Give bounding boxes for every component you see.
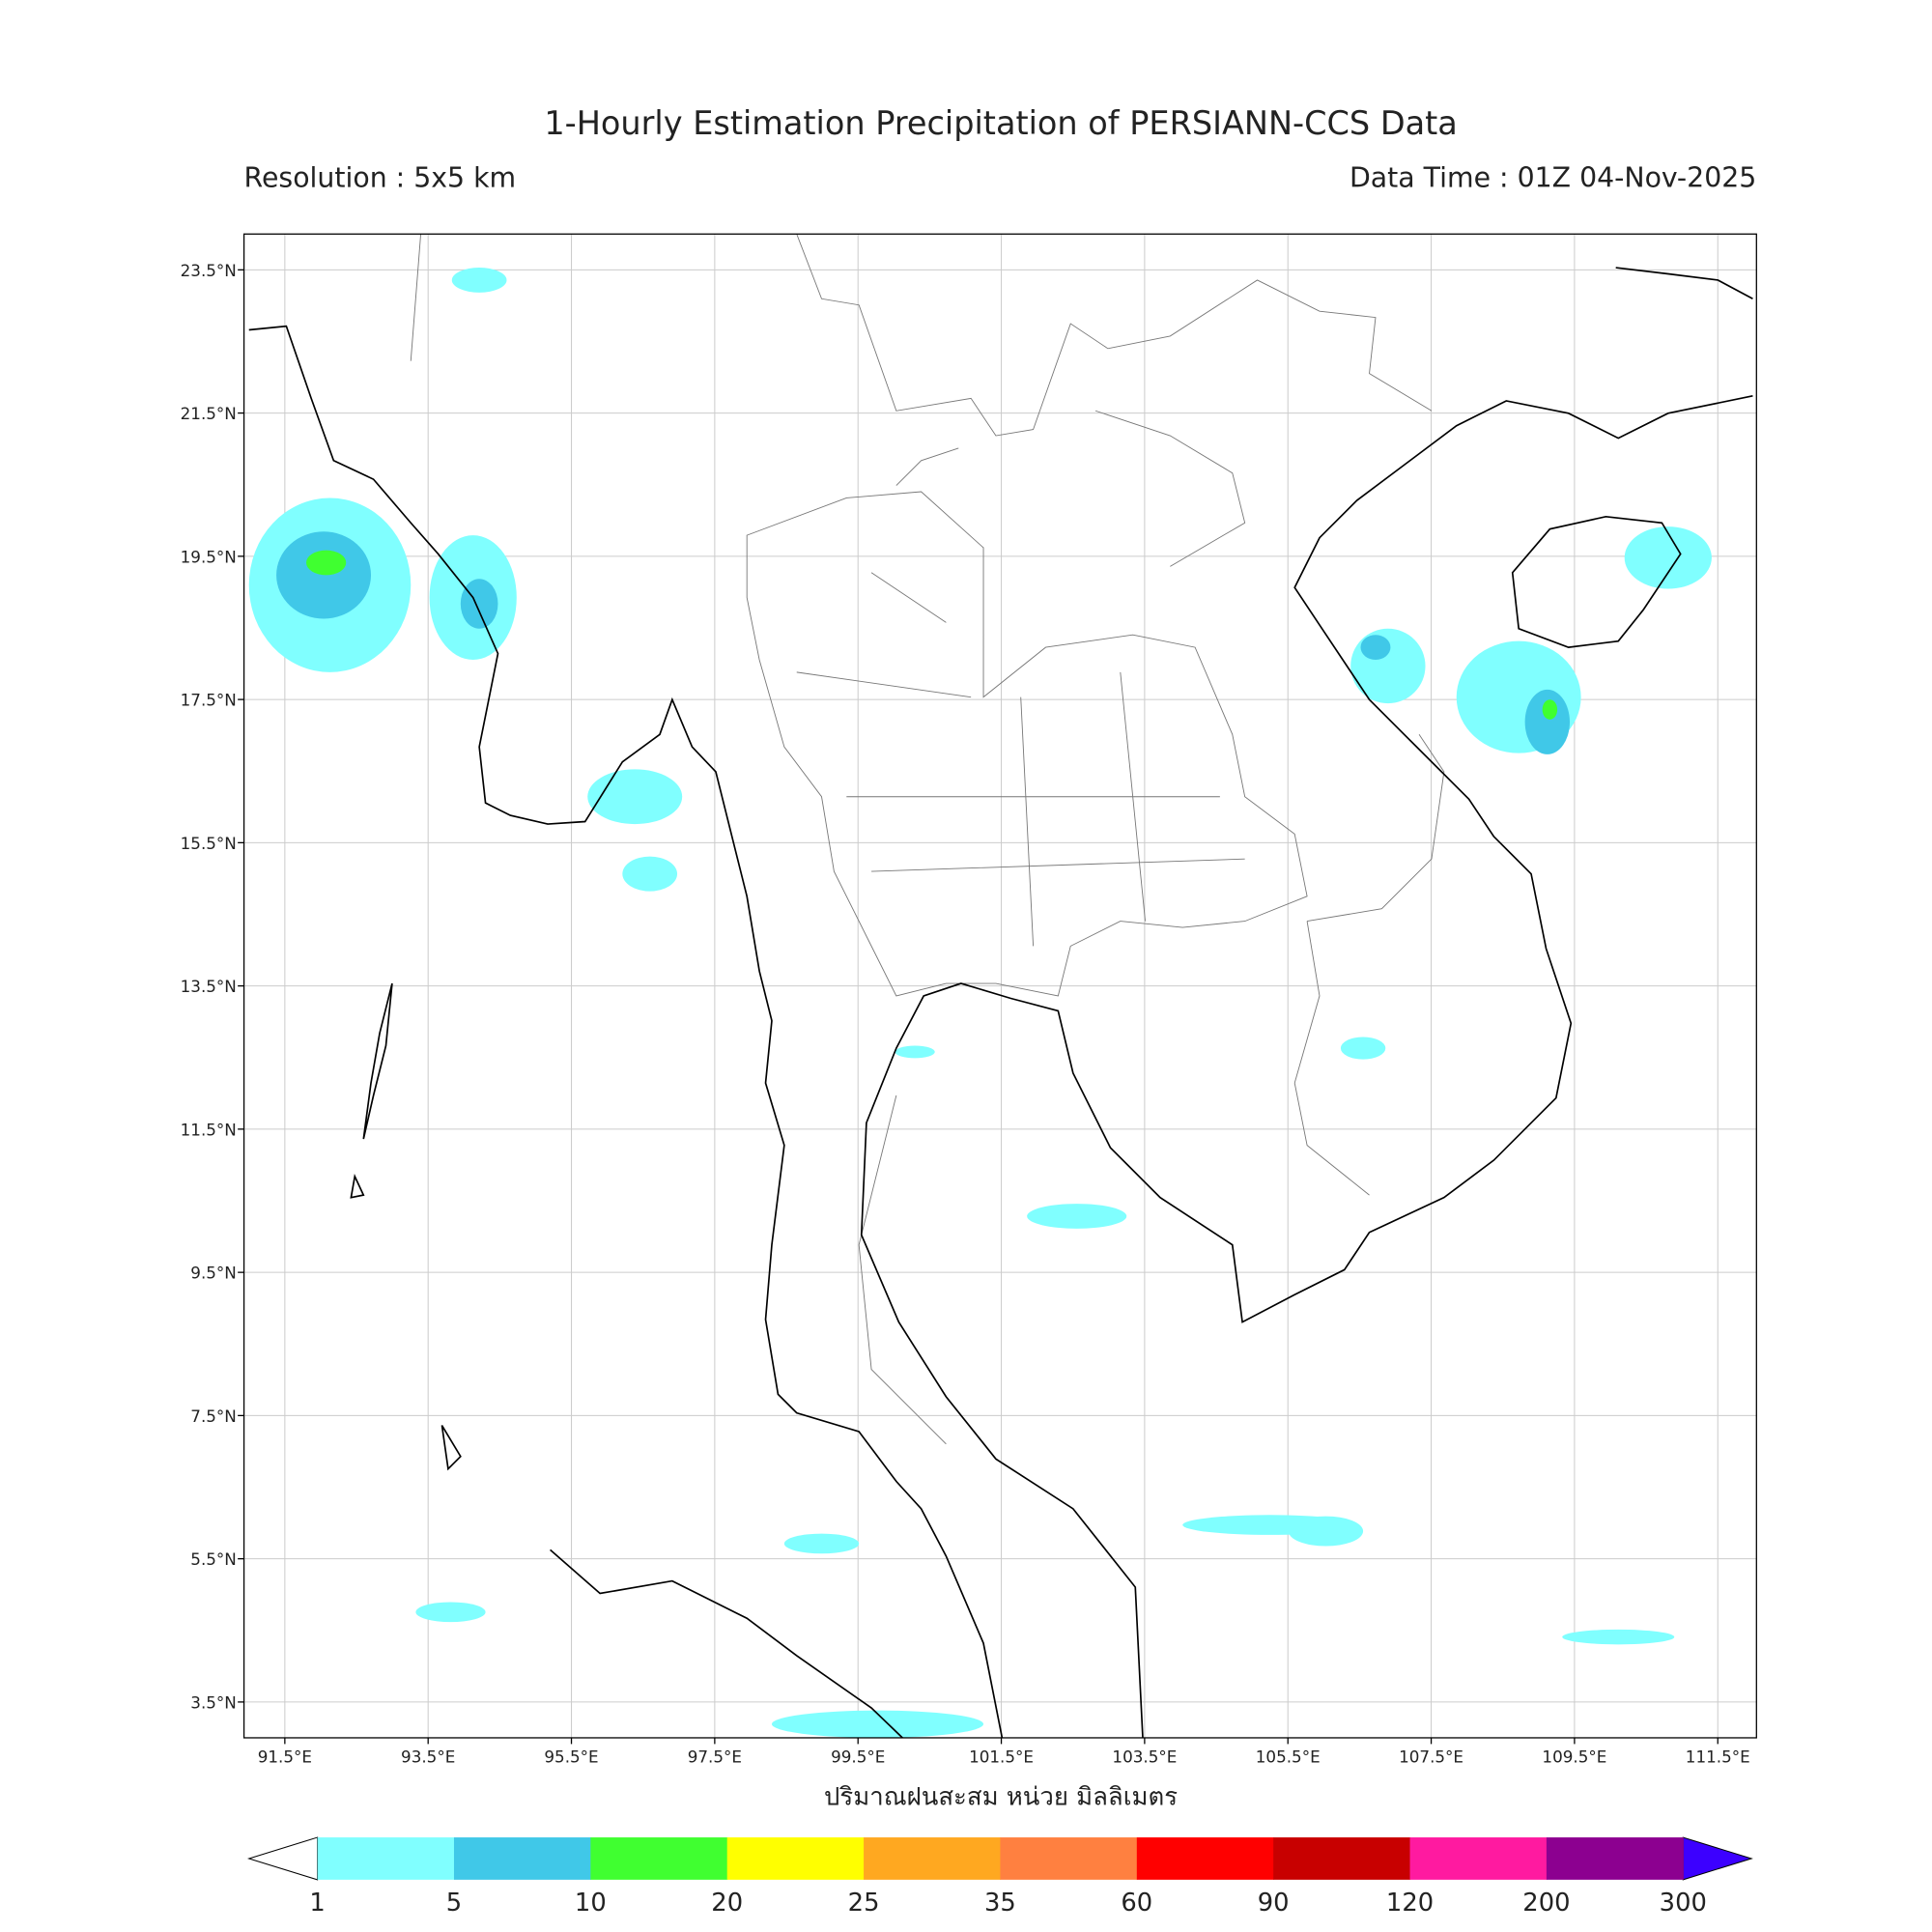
data-time: Data Time : 01Z 04-Nov-2025 [1350,161,1756,193]
rain-area [783,1533,860,1554]
title: 1-Hourly Estimation Precipitation of PER… [544,104,1458,142]
rain-area [1542,699,1558,720]
y-tick-label: 23.5°N [181,261,237,280]
rain-area [415,1602,486,1623]
y-tick-label: 11.5°N [181,1120,237,1139]
colorbar-label: 5 [446,1889,462,1918]
rain-area [1524,689,1570,754]
rain-area [306,550,347,576]
resolution: Resolution : 5x5 km [244,161,517,193]
country-border [410,234,1445,1196]
colorbar-label: 60 [1121,1889,1152,1918]
x-tick-label: 99.5°E [831,1747,885,1767]
rain-area [1350,628,1426,704]
rain-area [622,856,678,892]
rain-area [1288,1516,1364,1547]
colorbar-label: 300 [1660,1889,1707,1918]
x-axis-label: ปริมาณฝนสะสม หน่วย มิลลิเมตร [824,1783,1178,1812]
x-tick-label: 93.5°E [401,1747,455,1767]
colorbar-label: 25 [848,1889,880,1918]
rain-area [1340,1037,1386,1060]
rain-area [1360,635,1391,660]
x-tick-label: 105.5°E [1256,1747,1321,1767]
colorbar-segment [1546,1837,1684,1880]
y-tick-label: 5.5°N [190,1549,237,1569]
coastline [1615,267,1753,300]
province-borders [746,491,1308,1445]
x-tick-label: 111.5°E [1686,1747,1750,1767]
rain-area [451,268,507,293]
x-tick-label: 95.5°E [544,1747,598,1767]
rain-area [1027,1204,1127,1229]
colorbar-segment [864,1837,1002,1880]
rain-area [771,1710,984,1738]
x-tick-label: 101.5°E [969,1747,1034,1767]
x-tick-label: 97.5°E [688,1747,742,1767]
grid [243,234,1757,1738]
colorbar-segment [453,1837,591,1880]
coastline [860,394,1753,1739]
island [350,982,462,1471]
x-tick-label: 103.5°E [1112,1747,1177,1767]
colorbar-label: 35 [984,1889,1016,1918]
x-tick-label: 91.5°E [258,1747,312,1767]
colorbar-label: 10 [575,1889,607,1918]
coastline [248,325,1004,1739]
colorbar-segment [1409,1837,1548,1880]
y-tick-label: 19.5°N [181,547,237,566]
rain-area [460,579,498,629]
rain-area [1562,1629,1675,1645]
y-tick-label: 13.5°N [181,977,237,996]
island [1511,515,1682,648]
colorbar-segment [590,1837,728,1880]
colorbar-label: 200 [1522,1889,1570,1918]
colorbar-segment [726,1837,865,1880]
y-tick-label: 7.5°N [190,1406,237,1426]
colorbar: 1 5 10 20 25 35 60 90 120 200 300 [246,1836,1753,1918]
colorbar-segment [317,1837,455,1880]
colorbar-segment [1000,1837,1138,1880]
rain-area [1624,526,1712,589]
colorbar-label: 20 [711,1889,743,1918]
y-tick-label: 17.5°N [181,691,237,710]
colorbar-segment [1273,1837,1411,1880]
y-tick-label: 9.5°N [190,1264,237,1283]
x-tick-label: 107.5°E [1399,1747,1463,1767]
x-tick-label: 109.5°E [1542,1747,1606,1767]
y-tick-label: 21.5°N [181,404,237,423]
colorbar-label: 1 [309,1889,325,1918]
colorbar-label: 90 [1258,1889,1290,1918]
rain-area [587,769,683,825]
y-tick-label: 15.5°N [181,834,237,853]
coastline [550,1548,903,1739]
colorbar-segment [1136,1837,1274,1880]
y-tick-label: 3.5°N [190,1692,237,1712]
colorbar-label: 120 [1386,1889,1434,1918]
rain-area [895,1045,935,1059]
rain-area [276,531,372,619]
geography [248,234,1753,1739]
